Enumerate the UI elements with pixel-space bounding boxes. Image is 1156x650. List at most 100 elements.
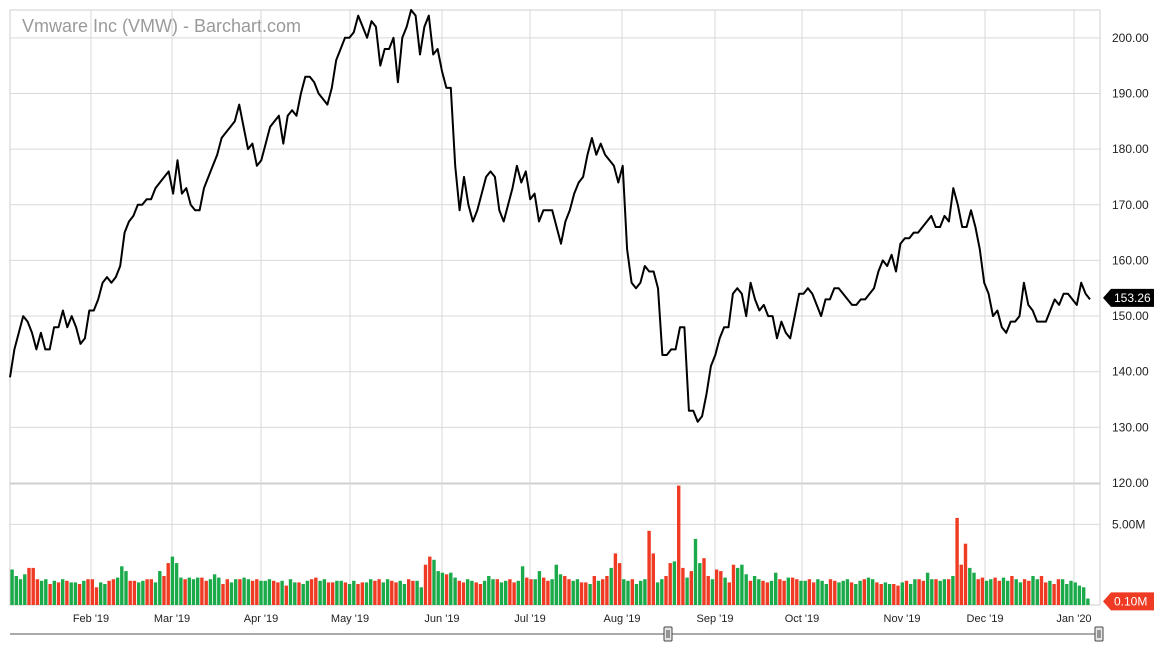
volume-bar bbox=[904, 580, 909, 605]
volume-bar bbox=[525, 577, 529, 605]
volume-bar bbox=[938, 580, 942, 605]
x-tick-label: Jul '19 bbox=[514, 613, 545, 625]
volume-bar bbox=[318, 580, 322, 605]
last-volume-label: 0.10M bbox=[1114, 594, 1147, 608]
volume-bar bbox=[352, 580, 356, 605]
volume-bar bbox=[86, 579, 90, 605]
price-series-line bbox=[9, 9, 1091, 423]
x-tick-label: Oct '19 bbox=[785, 613, 820, 625]
volume-bar bbox=[39, 580, 44, 605]
volume-bar bbox=[550, 579, 554, 605]
volume-bar bbox=[546, 580, 550, 605]
volume-bar bbox=[411, 580, 415, 605]
volume-bar bbox=[35, 579, 40, 605]
volume-bar bbox=[309, 579, 314, 605]
volume-bar bbox=[989, 579, 993, 605]
volume-bar bbox=[748, 580, 753, 605]
x-tick-label: Jan '20 bbox=[1056, 613, 1091, 625]
volume-bar bbox=[930, 579, 934, 605]
volume-bar bbox=[799, 580, 803, 605]
volume-bar bbox=[107, 580, 111, 605]
volume-bar bbox=[963, 543, 968, 605]
volume-bar bbox=[677, 485, 681, 605]
volume-bar bbox=[685, 577, 689, 605]
volume-bar bbox=[571, 580, 575, 605]
volume-bar bbox=[816, 579, 820, 605]
volume-bar bbox=[1052, 584, 1056, 605]
volume-bar bbox=[790, 577, 795, 605]
volume-bar bbox=[179, 577, 183, 605]
y-tick-label: 160.00 bbox=[1112, 253, 1149, 267]
volume-bar bbox=[934, 579, 938, 605]
volume-bar bbox=[440, 572, 445, 605]
volume-bar bbox=[73, 582, 78, 605]
volume-bar bbox=[18, 579, 23, 605]
volume-bar bbox=[259, 580, 263, 605]
volume-bar bbox=[120, 566, 124, 605]
volume-bar bbox=[719, 571, 723, 605]
volume-bar bbox=[453, 577, 457, 605]
volume-bar bbox=[588, 584, 592, 605]
volume-bar bbox=[360, 582, 364, 605]
y-tick-label: 170.00 bbox=[1112, 198, 1149, 212]
volume-bar bbox=[158, 571, 162, 605]
volume-bar bbox=[1065, 584, 1069, 605]
volume-bar bbox=[596, 580, 601, 605]
volume-bar bbox=[225, 579, 229, 605]
volume-bar bbox=[769, 580, 774, 605]
navigator-right-handle[interactable] bbox=[1094, 626, 1104, 642]
volume-bar bbox=[423, 564, 428, 605]
volume-bar bbox=[103, 584, 107, 605]
volume-bar bbox=[10, 569, 14, 605]
volume-bar bbox=[807, 579, 812, 605]
y-tick-label: 190.00 bbox=[1112, 86, 1149, 100]
volume-bar bbox=[99, 582, 103, 605]
volume-bar bbox=[27, 567, 31, 605]
y-tick-label: 180.00 bbox=[1112, 142, 1149, 156]
volume-bar bbox=[331, 582, 335, 605]
volume-bar bbox=[782, 580, 786, 605]
volume-bar bbox=[487, 576, 491, 605]
volume-bar bbox=[288, 579, 293, 605]
volume-bar bbox=[466, 579, 470, 605]
price-panel-frame bbox=[9, 9, 1101, 484]
volume-bar bbox=[276, 582, 280, 605]
volume-bar bbox=[786, 577, 790, 605]
volume-bar bbox=[141, 580, 145, 605]
volume-bar bbox=[191, 579, 196, 605]
volume-bar bbox=[499, 582, 504, 605]
volume-bar bbox=[1069, 580, 1073, 605]
navigator-left-handle[interactable] bbox=[663, 626, 673, 642]
volume-bar bbox=[942, 579, 947, 605]
volume-bar bbox=[639, 580, 643, 605]
volume-bar bbox=[280, 580, 284, 605]
volume-bar bbox=[137, 582, 141, 605]
volume-bar bbox=[622, 579, 626, 605]
volume-bar bbox=[1077, 585, 1082, 605]
volume-bar bbox=[533, 579, 537, 605]
volume-bar bbox=[31, 567, 35, 605]
volume-bar bbox=[980, 577, 985, 605]
volume-bar bbox=[77, 584, 82, 605]
volume-bar bbox=[478, 584, 483, 605]
volume-bar bbox=[166, 563, 170, 605]
volume-bar bbox=[820, 580, 824, 605]
volume-bar bbox=[601, 579, 605, 605]
volume-bar bbox=[1086, 598, 1090, 605]
volume-bar bbox=[293, 582, 297, 605]
volume-bar bbox=[617, 563, 622, 605]
volume-bar bbox=[145, 579, 149, 605]
volume-bar bbox=[436, 571, 440, 605]
volume-bar bbox=[415, 580, 419, 605]
volume-bar bbox=[44, 579, 48, 605]
volume-bar bbox=[558, 574, 563, 605]
volume-bar bbox=[470, 580, 474, 605]
volume-bar bbox=[1027, 580, 1031, 605]
volume-bar bbox=[761, 580, 765, 605]
volume-bar bbox=[174, 563, 179, 605]
volume-bar bbox=[356, 584, 360, 605]
volume-bar bbox=[267, 579, 272, 605]
volume-bar bbox=[925, 572, 930, 605]
volume-bar bbox=[833, 580, 837, 605]
volume-bar bbox=[1035, 579, 1039, 605]
